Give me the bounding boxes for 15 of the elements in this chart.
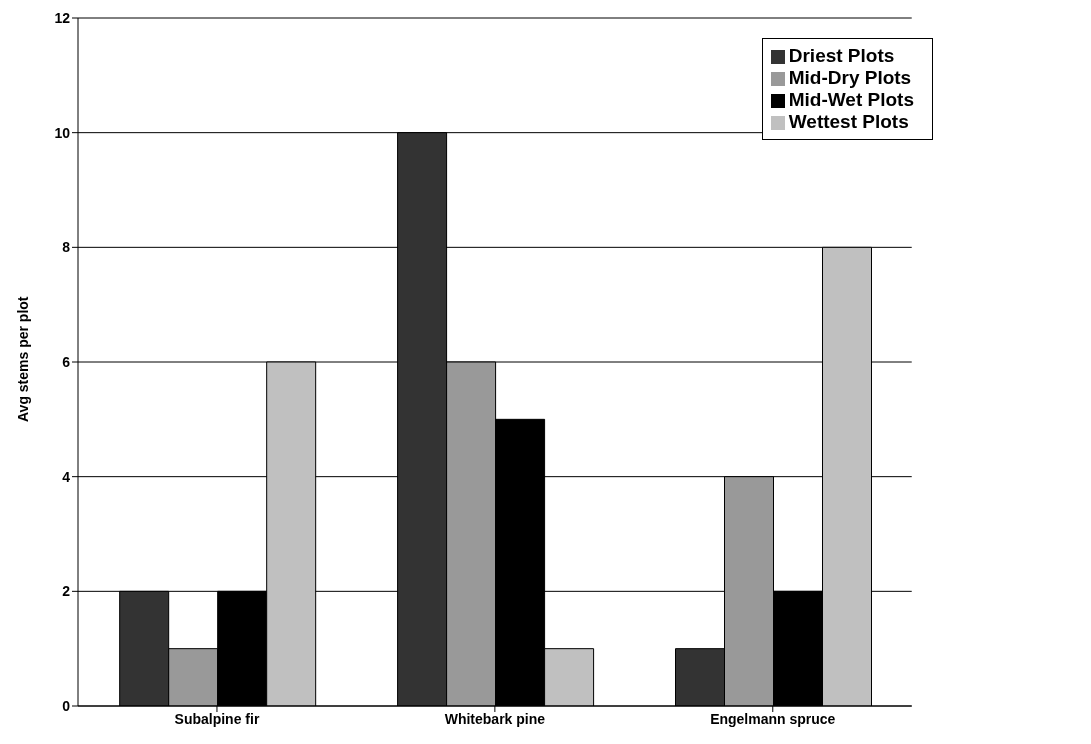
legend-label: Driest Plots — [788, 45, 895, 66]
y-tick-label: 2 — [62, 583, 71, 600]
y-tick-label: 6 — [62, 353, 71, 370]
legend-label: Mid-Wet Plots — [788, 89, 914, 110]
y-tick-label: 0 — [62, 697, 71, 714]
x-tick-label: Subalpine fir — [174, 710, 260, 727]
x-tick-label: Whitebark pine — [444, 710, 546, 727]
x-tick-label: Engelmann spruce — [710, 710, 836, 727]
y-axis-title: Avg stems per plot — [14, 296, 31, 422]
y-tick-label: 10 — [54, 124, 71, 141]
y-tick-label: 12 — [54, 9, 71, 26]
legend-label: Mid-Dry Plots — [788, 67, 912, 88]
y-tick-label: 4 — [62, 468, 71, 485]
legend-label: Wettest Plots — [788, 111, 909, 132]
y-tick-label: 8 — [62, 239, 71, 256]
